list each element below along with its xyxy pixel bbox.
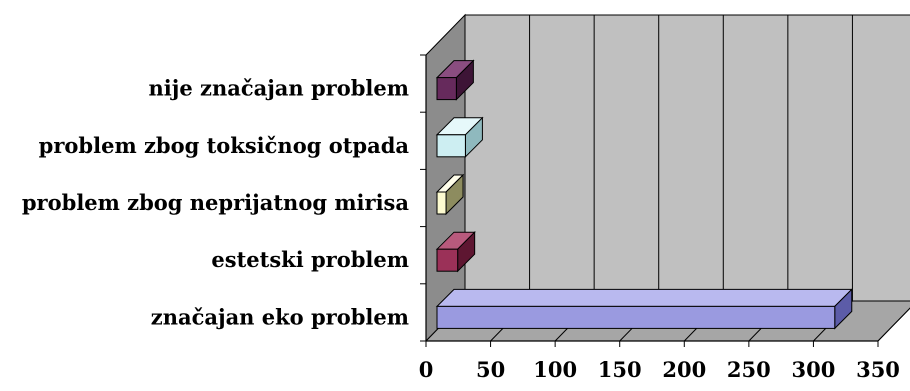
axes bbox=[420, 54, 879, 347]
x-tick-label: 200 bbox=[662, 357, 706, 382]
category-label: značajan eko problem bbox=[151, 304, 409, 329]
bar bbox=[435, 116, 484, 159]
x-tick-label: 0 bbox=[419, 357, 434, 382]
bar-front bbox=[436, 305, 836, 329]
floor-gridline bbox=[877, 307, 910, 342]
category-label: estetski problem bbox=[211, 247, 409, 272]
back-wall bbox=[464, 14, 910, 302]
bars bbox=[435, 59, 853, 330]
x-tick-label: 300 bbox=[792, 357, 836, 382]
x-tick-label: 350 bbox=[856, 357, 900, 382]
bar-top bbox=[435, 288, 853, 307]
bar bbox=[435, 230, 476, 273]
category-label: nije značajan problem bbox=[149, 76, 410, 101]
x-tick-label: 100 bbox=[533, 357, 577, 382]
x-tick-label: 50 bbox=[476, 357, 505, 382]
bar-front bbox=[436, 134, 466, 158]
bar-front bbox=[436, 191, 447, 215]
category-labels: nije značajan problem problem zbog toksič… bbox=[22, 76, 410, 330]
x-tick-label: 250 bbox=[727, 357, 771, 382]
x-tick-label: 150 bbox=[598, 357, 642, 382]
bar bbox=[435, 173, 465, 216]
category-label: problem zbog toksičnog otpada bbox=[39, 133, 410, 158]
bar-front bbox=[436, 248, 459, 272]
bar-front bbox=[436, 77, 457, 101]
category-label: problem zbog neprijatnog mirisa bbox=[22, 190, 410, 215]
bar bbox=[435, 288, 853, 330]
x-tick-labels: 0 50 100 150 200 250 300 350 bbox=[419, 357, 900, 382]
bar bbox=[435, 59, 475, 101]
